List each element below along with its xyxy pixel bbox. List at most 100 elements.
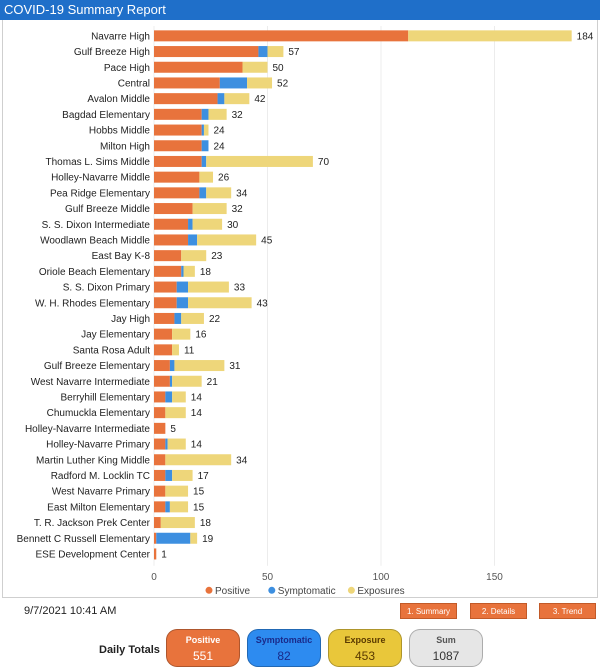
bar-segment-symptomatic — [201, 140, 209, 152]
bar-segment-exposures — [165, 407, 186, 419]
bar-total-label: 1 — [161, 549, 167, 560]
category-label: Pea Ridge Elementary — [50, 188, 150, 199]
sum-total-card: Sum 1087 — [409, 629, 483, 667]
category-label: Oriole Beach Elementary — [39, 267, 150, 278]
bar-segment-positive — [154, 93, 218, 105]
bar-total-label: 14 — [191, 408, 203, 419]
bar-total-label: 34 — [236, 188, 248, 199]
category-label: Gulf Breeze High — [74, 47, 150, 58]
bar-total-label: 70 — [318, 157, 330, 168]
bar-segment-symptomatic — [201, 124, 204, 136]
bar-segment-symptomatic — [156, 532, 191, 544]
bar-total-label: 14 — [191, 392, 203, 403]
category-label: Thomas L. Sims Middle — [46, 157, 151, 168]
bar-segment-symptomatic — [169, 360, 175, 372]
bar-total-label: 32 — [232, 204, 244, 215]
category-label: East Bay K-8 — [92, 251, 151, 262]
bar-segment-positive — [154, 375, 170, 387]
category-label: Woodlawn Beach Middle — [40, 235, 150, 246]
bar-total-label: 24 — [213, 126, 225, 137]
x-tick-label: 150 — [486, 572, 503, 583]
bar-total-label: 15 — [193, 502, 205, 513]
bar-segment-exposures — [206, 187, 232, 199]
bar-segment-symptomatic — [188, 218, 193, 230]
category-label: Bagdad Elementary — [62, 110, 150, 121]
bar-segment-positive — [154, 203, 193, 215]
category-label: W. H. Rhodes Elementary — [35, 298, 150, 309]
bar-segment-symptomatic — [165, 438, 168, 450]
bar-segment-exposures — [181, 250, 207, 262]
bar-segment-exposures — [208, 108, 227, 120]
x-tick-label: 0 — [151, 572, 157, 583]
category-label: West Navarre Intermediate — [31, 377, 151, 388]
bar-segment-positive — [154, 155, 202, 167]
symptomatic-total-card: Symptomatic 82 — [247, 629, 321, 667]
category-label: Santa Rosa Adult — [73, 345, 150, 356]
bar-total-label: 16 — [195, 330, 207, 341]
bar-segment-exposures — [165, 454, 232, 466]
category-label: West Navarre Primary — [52, 487, 150, 498]
bar-total-label: 52 — [277, 78, 289, 89]
tab-trend[interactable]: 3. Trend — [539, 603, 596, 619]
bar-total-label: 184 — [577, 31, 594, 42]
category-label: Central — [118, 78, 150, 89]
bar-segment-exposures — [199, 171, 214, 183]
bar-total-label: 11 — [184, 345, 195, 356]
bar-total-label: 17 — [198, 471, 210, 482]
bar-segment-positive — [154, 469, 166, 481]
bar-segment-positive — [154, 250, 182, 262]
bar-segment-exposures — [172, 344, 179, 356]
bar-segment-exposures — [167, 438, 186, 450]
bar-segment-positive — [154, 501, 166, 513]
category-label: Jay High — [111, 314, 150, 325]
bar-segment-symptomatic — [219, 77, 248, 89]
bar-segment-symptomatic — [181, 265, 184, 277]
bar-segment-positive — [154, 532, 157, 544]
bar-segment-positive — [154, 46, 259, 58]
report-timestamp: 9/7/2021 10:41 AM — [24, 605, 117, 617]
bar-segment-positive — [154, 108, 202, 120]
x-tick-label: 50 — [262, 572, 274, 583]
bar-segment-symptomatic — [174, 312, 182, 324]
bar-segment-positive — [154, 454, 166, 466]
bar-total-label: 15 — [193, 487, 205, 498]
category-label: Radford M. Locklin TC — [51, 471, 150, 482]
bar-segment-positive — [154, 218, 189, 230]
symptomatic-total-value: 82 — [277, 649, 291, 663]
category-label: Holley-Navarre Intermediate — [25, 424, 150, 435]
sum-total-value: 1087 — [432, 649, 460, 663]
bar-segment-exposures — [181, 312, 204, 324]
tab-summary[interactable]: 1. Summary — [400, 603, 457, 619]
bar-segment-positive — [154, 77, 220, 89]
exposure-total-label: Exposure — [344, 635, 386, 645]
symptomatic-total-label: Symptomatic — [255, 635, 313, 645]
bar-segment-exposures — [174, 360, 225, 372]
bar-segment-exposures — [224, 93, 250, 105]
bar-segment-exposures — [192, 203, 227, 215]
bar-segment-exposures — [172, 469, 193, 481]
legend-marker-positive — [205, 586, 213, 594]
bar-segment-positive — [154, 140, 202, 152]
bar-segment-positive — [154, 281, 177, 293]
bar-total-label: 32 — [232, 110, 244, 121]
bar-total-label: 42 — [254, 94, 266, 105]
legend-label-positive: Positive — [215, 586, 250, 597]
bar-total-label: 18 — [200, 267, 212, 278]
bar-total-label: 33 — [234, 283, 246, 294]
bar-total-label: 23 — [211, 251, 223, 262]
bar-segment-symptomatic — [165, 469, 173, 481]
exposure-total-value: 453 — [354, 649, 376, 663]
bar-segment-symptomatic — [199, 187, 207, 199]
tab-details[interactable]: 2. Details — [470, 603, 527, 619]
bar-segment-exposures — [165, 485, 189, 497]
bar-segment-exposures — [192, 218, 223, 230]
bar-segment-positive — [154, 30, 409, 42]
bar-segment-exposures — [190, 532, 198, 544]
positive-total-card: Positive 551 — [166, 629, 240, 667]
sum-total-label: Sum — [436, 635, 456, 645]
legend-label-exposures: Exposures — [357, 586, 404, 597]
bar-total-label: 45 — [261, 235, 273, 246]
bar-segment-positive — [154, 548, 157, 560]
bar-segment-exposures — [172, 391, 186, 403]
bar-total-label: 31 — [229, 361, 241, 372]
